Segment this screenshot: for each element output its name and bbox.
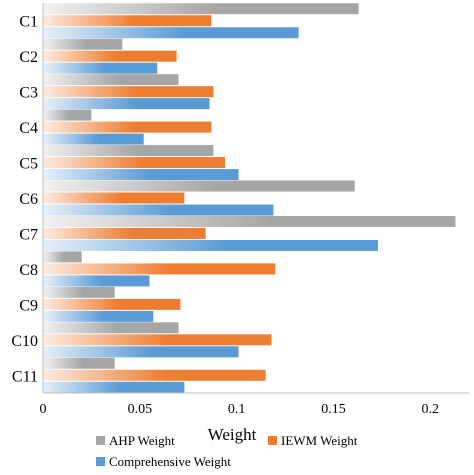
legend-swatch-0 [96,436,105,445]
category-label-c9: C9 [19,297,38,314]
bar-c7-series-2 [43,239,378,251]
bar-c5-series-2 [43,169,239,181]
x-tick-labels: 0 0.05 0.1 0.15 0.2 [40,402,440,417]
category-label-c10: C10 [11,333,38,350]
bar-c10-series-1 [43,334,272,346]
legend-label-0: AHP Weight [109,433,175,448]
bar-c1-series-1 [43,15,212,27]
x-tick-label: 0.2 [422,402,440,417]
bar-c9-series-0 [43,286,115,298]
bar-c2-series-1 [43,50,177,62]
category-label-c3: C3 [19,85,38,102]
category-label-c7: C7 [19,226,38,243]
bar-c3-series-2 [43,98,210,110]
bar-c11-series-2 [43,381,185,393]
bar-c9-series-2 [43,310,154,322]
category-label-c5: C5 [19,156,38,173]
bar-c2-series-0 [43,38,123,50]
bar-c5-series-0 [43,145,214,157]
category-label-c4: C4 [19,120,38,137]
x-tick-label: 0.1 [228,402,246,417]
category-label-c6: C6 [19,191,38,208]
bar-c6-series-2 [43,204,274,216]
bar-c3-series-0 [43,74,179,86]
bar-c10-series-0 [43,322,179,334]
x-axis-title: Weight [208,425,257,444]
bar-c6-series-1 [43,192,185,204]
bar-c4-series-2 [43,133,144,145]
bar-c11-series-1 [43,369,266,381]
bar-c3-series-1 [43,86,214,98]
bar-c6-series-0 [43,180,355,192]
bar-c8-series-1 [43,263,276,275]
x-tick-label: 0 [40,402,47,417]
bar-c1-series-0 [43,3,359,15]
bar-c8-series-2 [43,275,150,287]
category-labels: C1 C2 C3 C4 C5 C6 C7 C8 C9 C10 C11 [11,14,38,386]
bar-c5-series-1 [43,157,226,169]
bar-c11-series-0 [43,357,115,369]
bar-c7-series-1 [43,227,206,239]
category-label-c1: C1 [19,14,38,31]
legend-label-1: IEWM Weight [281,433,358,448]
x-tick-label: 0.05 [128,402,153,417]
category-label-c8: C8 [19,262,38,279]
legend-swatch-1 [268,436,277,445]
bar-c1-series-2 [43,27,299,39]
legend-swatch-2 [96,457,105,466]
bar-c4-series-1 [43,121,212,133]
bar-c9-series-1 [43,298,181,310]
category-label-c11: C11 [12,368,38,385]
bar-c4-series-0 [43,109,92,121]
bar-c7-series-0 [43,215,456,227]
bars-group [43,3,456,393]
x-tick-label: 0.15 [321,402,346,417]
category-label-c2: C2 [19,49,38,66]
legend-label-2: Comprehensive Weight [109,454,231,469]
bar-c10-series-2 [43,346,239,358]
legend: AHP Weight IEWM Weight Comprehensive Weigh… [96,433,358,469]
bar-c8-series-0 [43,251,82,263]
bar-c2-series-2 [43,62,158,74]
